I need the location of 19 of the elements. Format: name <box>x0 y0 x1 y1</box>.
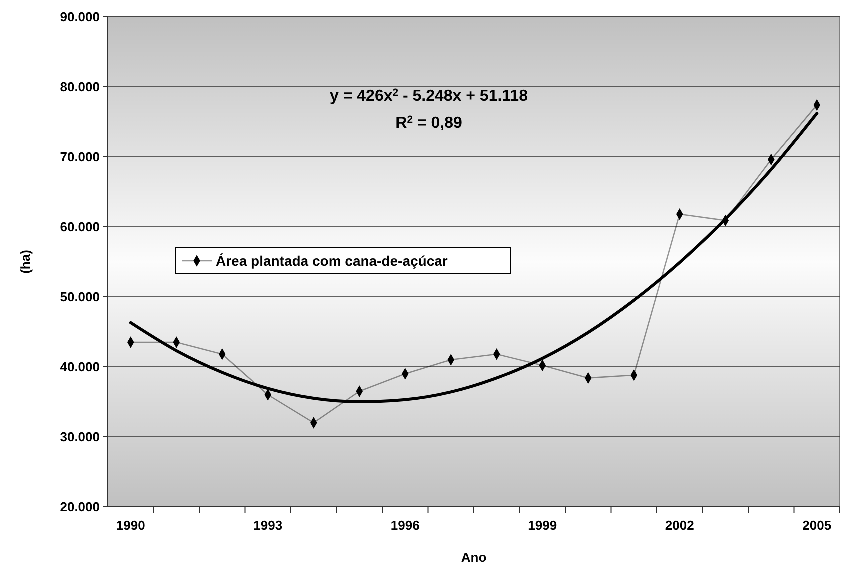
x-tick-label: 1990 <box>116 518 146 533</box>
y-tick-label: 80.000 <box>60 80 100 95</box>
y-tick-label: 60.000 <box>60 220 100 235</box>
x-tick-label: 1996 <box>390 518 420 533</box>
legend-label: Área plantada com cana-de-açúcar <box>216 252 448 269</box>
x-tick-label: 1999 <box>528 518 558 533</box>
y-tick-label: 30.000 <box>60 430 100 445</box>
y-tick-label: 20.000 <box>60 500 100 515</box>
y-tick-label: 70.000 <box>60 150 100 165</box>
y-tick-label: 40.000 <box>60 360 100 375</box>
annotation: y = 426x$^{2}$ - 5.248x + 51.118 <box>330 88 528 105</box>
annotation: R$^{2}$ = 0,89 <box>396 114 462 132</box>
x-axis-title: Ano <box>461 550 487 565</box>
x-tick-label: 2005 <box>802 518 832 533</box>
y-tick-label: 90.000 <box>60 10 100 25</box>
x-tick-label: 2002 <box>665 518 694 533</box>
y-axis-title: (ha) <box>18 250 33 274</box>
y-tick-label: 50.000 <box>60 290 100 305</box>
x-tick-label: 1993 <box>254 518 283 533</box>
